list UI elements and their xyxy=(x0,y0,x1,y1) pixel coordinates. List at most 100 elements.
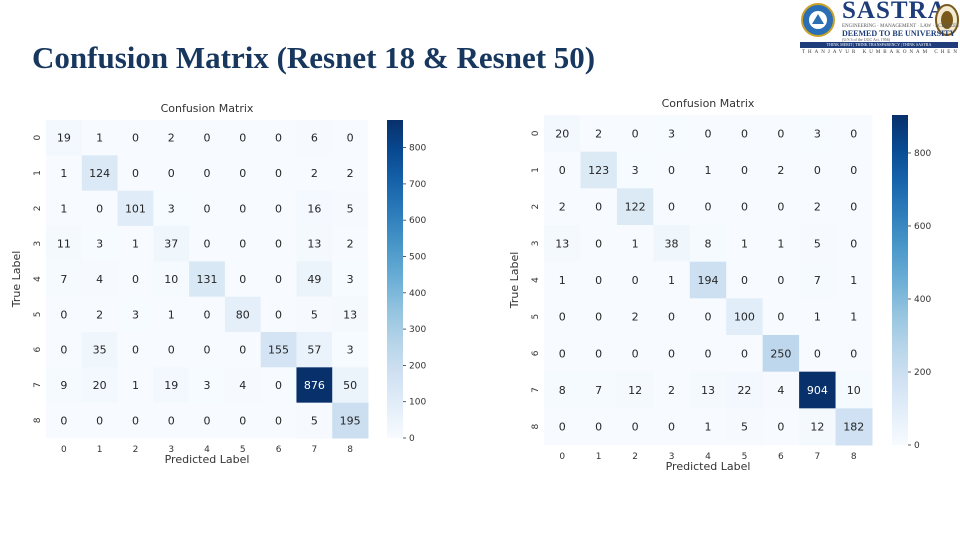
y-tick-label: 2 xyxy=(33,205,43,211)
x-tick-label: 8 xyxy=(851,452,857,462)
heatmap-cell xyxy=(835,408,873,446)
heatmap-cell xyxy=(296,155,333,192)
heatmap-cell xyxy=(46,367,83,404)
heatmap-cell xyxy=(726,335,764,373)
x-tick-label: 0 xyxy=(61,445,67,455)
cell-value-label: 0 xyxy=(705,201,712,214)
cell-value-label: 0 xyxy=(275,132,282,145)
cell-value-label: 19 xyxy=(164,379,178,392)
cell-value-label: 2 xyxy=(311,167,318,180)
cell-value-label: 3 xyxy=(96,238,103,251)
cell-value-label: 1 xyxy=(850,311,857,324)
heatmap-cell xyxy=(544,408,581,446)
cell-value-label: 0 xyxy=(347,132,354,145)
heatmap-cell xyxy=(762,225,800,263)
heatmap-cell xyxy=(544,335,581,373)
heatmap-cell xyxy=(762,188,800,226)
heatmap-cell xyxy=(46,120,83,156)
heatmap-cell xyxy=(296,120,333,156)
cell-value-label: 3 xyxy=(347,344,354,357)
x-tick-label: 4 xyxy=(204,445,210,455)
cell-value-label: 8 xyxy=(705,237,712,250)
heatmap-cell xyxy=(224,296,262,333)
cell-value-label: 876 xyxy=(304,379,325,392)
y-tick-label: 6 xyxy=(33,347,43,353)
cell-value-label: 0 xyxy=(595,311,602,324)
logo-tagline: ENGINEERING · MANAGEMENT · LAW · SCIENCE… xyxy=(842,24,960,29)
cell-value-label: 3 xyxy=(204,379,211,392)
heatmap-cell xyxy=(616,188,654,226)
heatmap-cell xyxy=(260,120,297,156)
heatmap-cell xyxy=(117,120,154,156)
heatmap-cell xyxy=(689,335,727,373)
cell-value-label: 0 xyxy=(632,274,639,287)
cell-value-label: 131 xyxy=(197,273,218,286)
chart-title: Confusion Matrix xyxy=(161,102,254,115)
cell-value-label: 250 xyxy=(770,347,791,360)
cell-value-label: 0 xyxy=(705,347,712,360)
heatmap-cell xyxy=(689,298,727,336)
heatmap-cell xyxy=(762,151,800,189)
heatmap-cell xyxy=(81,226,119,262)
x-tick-label: 7 xyxy=(814,452,820,462)
y-tick-label: 8 xyxy=(33,417,43,423)
heatmap-cell xyxy=(296,367,333,404)
cell-value-label: 0 xyxy=(60,344,67,357)
cell-value-label: 22 xyxy=(737,384,751,397)
heatmap-cell xyxy=(260,190,297,227)
y-tick-label: 1 xyxy=(531,167,541,173)
cell-value-label: 2 xyxy=(347,238,354,251)
cell-value-label: 1 xyxy=(60,202,67,215)
cell-value-label: 0 xyxy=(239,344,246,357)
heatmap-cell xyxy=(332,120,369,156)
heatmap-cell xyxy=(799,225,837,263)
cell-value-label: 0 xyxy=(204,414,211,427)
heatmap-cell xyxy=(616,371,654,409)
cell-value-label: 2 xyxy=(632,311,639,324)
y-tick-label: 0 xyxy=(531,130,541,136)
cell-value-label: 2 xyxy=(168,132,175,145)
cell-value-label: 0 xyxy=(204,132,211,145)
heatmap-cell xyxy=(580,151,618,189)
cell-value-label: 12 xyxy=(810,421,824,434)
cell-value-label: 0 xyxy=(239,202,246,215)
heatmap-cell xyxy=(835,335,873,373)
heatmap-cell xyxy=(332,226,369,262)
cell-value-label: 3 xyxy=(668,127,675,140)
cell-value-label: 0 xyxy=(777,311,784,324)
cell-value-label: 5 xyxy=(814,237,821,250)
heatmap-cell xyxy=(260,261,297,298)
colorbar xyxy=(387,120,403,438)
heatmap-cell xyxy=(580,335,618,373)
cell-value-label: 0 xyxy=(632,421,639,434)
cell-value-label: 20 xyxy=(93,379,107,392)
cell-value-label: 123 xyxy=(588,164,609,177)
x-tick-label: 2 xyxy=(133,445,139,455)
cell-value-label: 6 xyxy=(311,132,318,145)
cell-value-label: 1 xyxy=(850,274,857,287)
y-tick-label: 7 xyxy=(33,382,43,388)
cell-value-label: 2 xyxy=(668,384,675,397)
heatmap-cell xyxy=(153,261,190,298)
heatmap-cell xyxy=(153,190,190,227)
heatmap-cell xyxy=(580,188,618,226)
cell-value-label: 0 xyxy=(850,164,857,177)
heatmap-cell xyxy=(580,225,618,263)
cell-value-label: 13 xyxy=(555,237,569,250)
cell-value-label: 2 xyxy=(777,164,784,177)
cell-value-label: 0 xyxy=(595,237,602,250)
x-axis-label: Predicted Label xyxy=(165,453,250,466)
cell-value-label: 1 xyxy=(705,421,712,434)
cell-value-label: 4 xyxy=(96,273,103,286)
heatmap-cell xyxy=(835,261,873,299)
cell-value-label: 0 xyxy=(705,311,712,324)
colorbar-tick-label: 100 xyxy=(409,398,426,408)
y-axis-label: True Label xyxy=(508,252,521,310)
cell-value-label: 5 xyxy=(741,421,748,434)
heatmap-cell xyxy=(799,115,837,153)
x-tick-label: 1 xyxy=(596,452,602,462)
heatmap-cell xyxy=(260,402,297,439)
cell-value-label: 0 xyxy=(777,274,784,287)
slide-title: Confusion Matrix (Resnet 18 & Resnet 50) xyxy=(32,40,596,75)
